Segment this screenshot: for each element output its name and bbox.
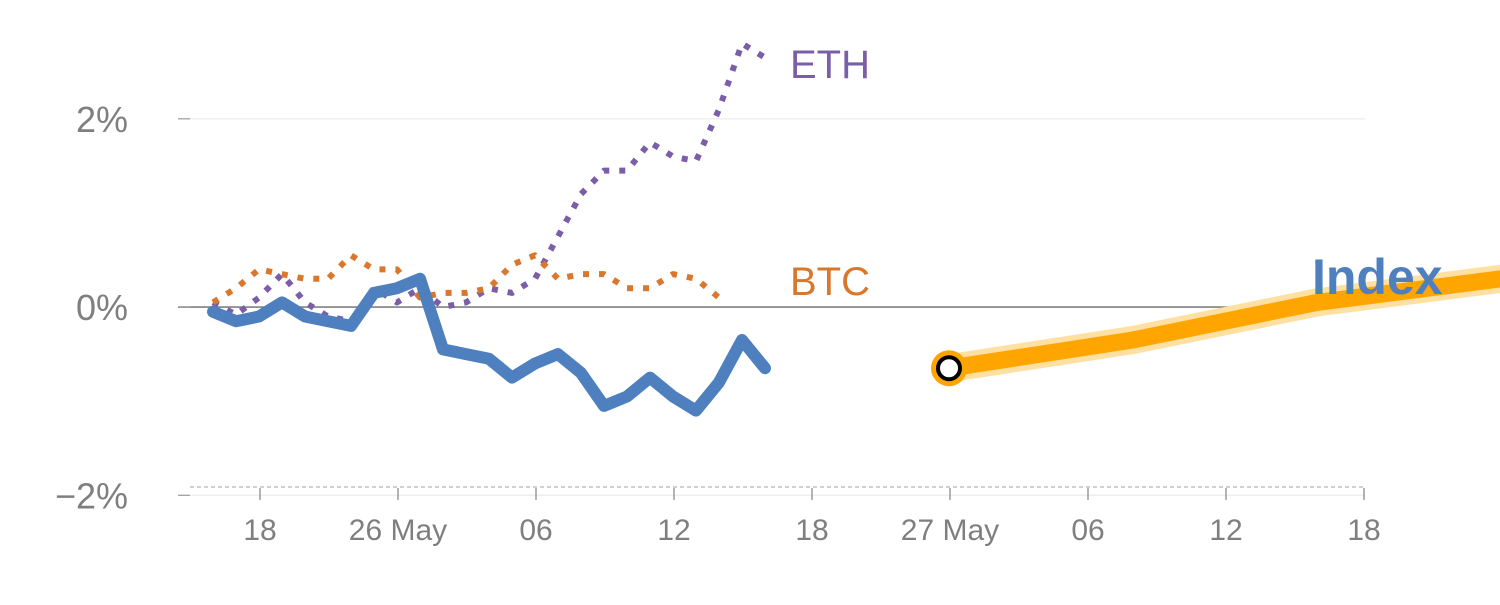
y-tick-label: −2% [55, 475, 128, 516]
x-tick-label: 26 May [349, 514, 447, 547]
y-tick-label: 2% [76, 99, 128, 140]
eth-series-line [211, 40, 767, 325]
x-tick-label: 12 [657, 514, 690, 547]
y-tick-label: 0% [76, 287, 128, 328]
x-tick-label: 06 [519, 514, 552, 547]
eth-series-label: ETH [790, 43, 870, 87]
x-tick-label: 06 [1071, 514, 1104, 547]
x-tick-label: 12 [1209, 514, 1242, 547]
x-tick-label: 18 [1347, 514, 1380, 547]
axis-layer: 2% 0% −2% 18 26 May 06 12 18 27 May 06 12 18 [55, 99, 1381, 547]
forecast-start-marker [936, 355, 962, 382]
btc-series-line [211, 252, 721, 305]
btc-series-label: BTC [790, 260, 870, 304]
index-series-label: Index [1312, 249, 1443, 305]
x-tick-label: 18 [795, 514, 828, 547]
series-layer [207, 40, 1500, 417]
grid-layer [178, 118, 1365, 496]
x-tick-label: 18 [243, 514, 276, 547]
forecast-line [940, 270, 1500, 377]
x-tick-label: 27 May [901, 514, 999, 547]
label-layer: ETH BTC Index [790, 43, 1443, 305]
index-series-line [207, 272, 771, 417]
